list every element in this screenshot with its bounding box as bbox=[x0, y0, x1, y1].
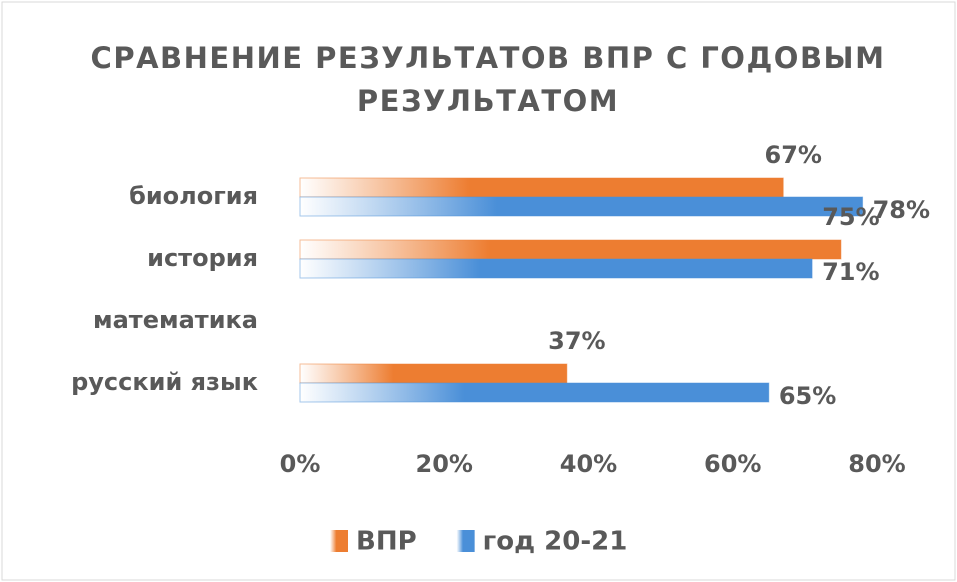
bar bbox=[299, 177, 784, 198]
data-label: 78% bbox=[873, 196, 930, 224]
bar bbox=[299, 363, 568, 384]
legend-swatch bbox=[330, 530, 348, 552]
data-label: 37% bbox=[548, 327, 605, 355]
x-tick-label: 20% bbox=[416, 450, 473, 478]
data-label: 67% bbox=[765, 141, 822, 169]
data-label: 75% bbox=[822, 203, 879, 231]
bar bbox=[299, 196, 864, 217]
x-tick-label: 0% bbox=[280, 450, 321, 478]
legend-label: год 20-21 bbox=[483, 527, 628, 557]
x-tick-label: 60% bbox=[704, 450, 761, 478]
bar bbox=[299, 239, 842, 260]
y-tick-label: русский язык bbox=[71, 368, 258, 396]
bar bbox=[299, 258, 813, 279]
data-label: 71% bbox=[822, 258, 879, 286]
x-tick-label: 80% bbox=[848, 450, 905, 478]
y-tick-label: биология bbox=[129, 182, 258, 210]
chart-title: СРАВНЕНИЕ РЕЗУЛЬТАТОВ ВПР С ГОДОВЫМ bbox=[91, 41, 886, 75]
y-tick-label: математика bbox=[93, 306, 258, 334]
data-label: 65% bbox=[779, 382, 836, 410]
legend-label: ВПР bbox=[356, 527, 417, 557]
bar bbox=[299, 382, 770, 403]
chart-title: РЕЗУЛЬТАТОМ bbox=[357, 84, 619, 118]
x-tick-label: 40% bbox=[560, 450, 617, 478]
legend-swatch bbox=[456, 530, 475, 552]
y-tick-label: история bbox=[147, 244, 258, 272]
